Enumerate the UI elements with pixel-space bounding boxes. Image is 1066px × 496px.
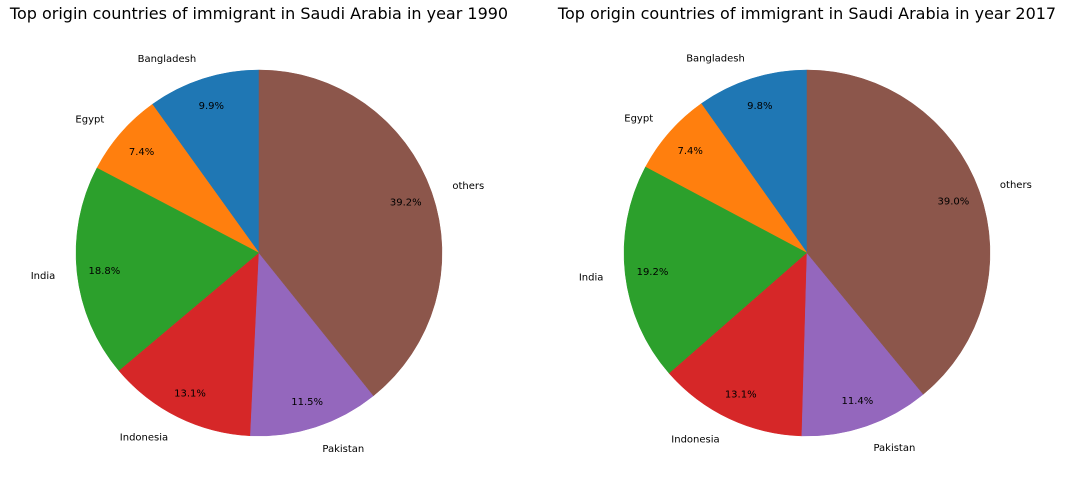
chart-title-2017: Top origin countries of immigrant in Sau…: [557, 4, 1056, 23]
pie-slice-bangladesh: [151, 69, 260, 254]
chart-title-1990: Top origin countries of immigrant in Sau…: [9, 4, 508, 23]
slice-label-indonesia: Indonesia: [120, 433, 168, 444]
slice-label-india: India: [31, 271, 56, 282]
slice-label-bangladesh: Bangladesh: [138, 54, 197, 65]
slice-label-pakistan: Pakistan: [873, 443, 915, 454]
pct-label-others: 39.0%: [938, 196, 970, 207]
pct-label-india: 18.8%: [88, 266, 120, 277]
slice-label-egypt: Egypt: [75, 115, 104, 126]
pie-slice-india: [623, 166, 808, 374]
pie-slice-indonesia: [118, 252, 260, 437]
pct-label-indonesia: 13.1%: [725, 390, 757, 401]
pct-label-pakistan: 11.5%: [291, 397, 323, 408]
slice-label-others: others: [452, 181, 484, 192]
slice-label-indonesia: Indonesia: [671, 434, 719, 445]
slice-label-bangladesh: Bangladesh: [686, 54, 745, 65]
slice-label-others: others: [1000, 180, 1032, 191]
pie-slice-pakistan: [801, 252, 924, 437]
pie-slice-indonesia: [668, 252, 808, 437]
pie-slice-pakistan: [250, 252, 374, 437]
slice-label-india: India: [579, 272, 604, 283]
pct-label-others: 39.2%: [390, 197, 422, 208]
pct-label-egypt: 7.4%: [129, 147, 154, 158]
pct-label-pakistan: 11.4%: [842, 396, 874, 407]
pie-slice-bangladesh: [700, 69, 808, 254]
pie-slice-others: [806, 69, 991, 395]
pct-label-india: 19.2%: [637, 267, 669, 278]
pie-chart-2017: Top origin countries of immigrant in Sau…: [557, 4, 1056, 454]
pie-chart-1990: Top origin countries of immigrant in Sau…: [9, 4, 508, 455]
slice-label-pakistan: Pakistan: [322, 444, 364, 455]
slice-label-egypt: Egypt: [624, 114, 653, 125]
pct-label-egypt: 7.4%: [678, 146, 703, 157]
pct-label-bangladesh: 9.9%: [199, 101, 224, 112]
pie-slice-others: [258, 69, 443, 397]
pct-label-bangladesh: 9.8%: [747, 101, 772, 112]
pct-label-indonesia: 13.1%: [174, 388, 206, 399]
pie-slice-india: [75, 167, 260, 372]
